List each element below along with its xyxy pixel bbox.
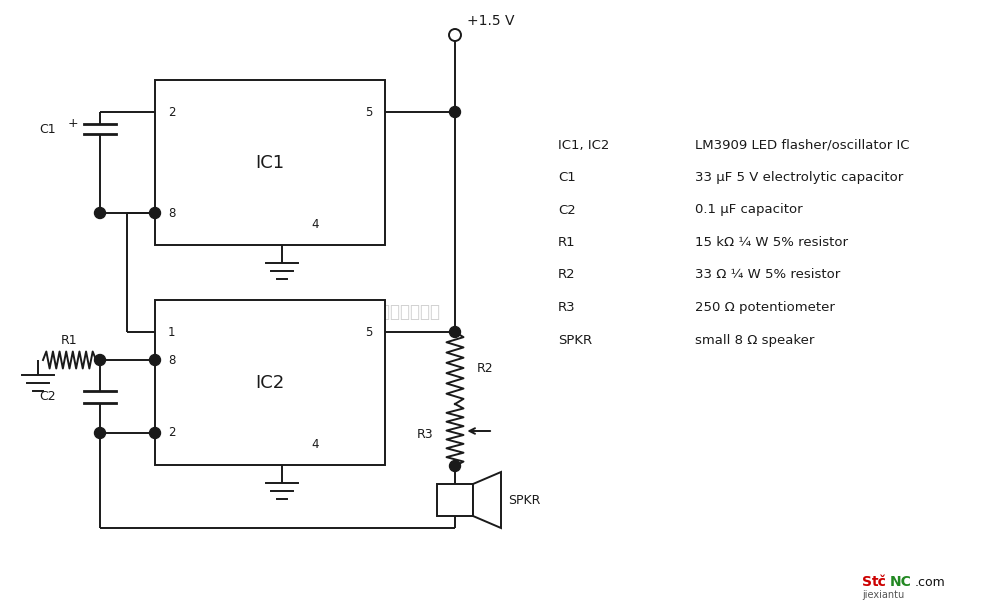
Text: 33 μF 5 V electrolytic capacitor: 33 μF 5 V electrolytic capacitor (694, 171, 903, 184)
Text: IC1: IC1 (255, 154, 284, 172)
Text: C1: C1 (558, 171, 575, 184)
Text: IC2: IC2 (255, 373, 284, 392)
Text: LM3909 LED flasher/oscillator IC: LM3909 LED flasher/oscillator IC (694, 139, 909, 151)
Text: 杭州将睽科技有限公司: 杭州将睽科技有限公司 (340, 303, 439, 321)
Text: 4: 4 (311, 438, 318, 451)
Text: R2: R2 (476, 361, 493, 374)
Text: 4: 4 (311, 218, 318, 231)
Text: tč: tč (872, 575, 886, 589)
Text: C2: C2 (558, 203, 575, 217)
Circle shape (449, 461, 460, 472)
Text: NC: NC (889, 575, 911, 589)
Text: R1: R1 (61, 334, 78, 346)
Circle shape (94, 427, 105, 439)
Text: .com: .com (914, 575, 945, 589)
Text: S: S (862, 575, 872, 589)
Text: small 8 Ω speaker: small 8 Ω speaker (694, 334, 813, 347)
Text: 5: 5 (364, 106, 372, 119)
Polygon shape (472, 472, 500, 528)
Text: 5: 5 (364, 325, 372, 338)
Circle shape (149, 427, 160, 439)
Text: 0.1 μF capacitor: 0.1 μF capacitor (694, 203, 801, 217)
Text: R3: R3 (416, 428, 432, 442)
Text: 33 Ω ¼ W 5% resistor: 33 Ω ¼ W 5% resistor (694, 269, 840, 281)
Text: R2: R2 (558, 269, 575, 281)
Text: 250 Ω potentiometer: 250 Ω potentiometer (694, 301, 834, 314)
Text: jiexiantu: jiexiantu (862, 590, 904, 600)
Circle shape (449, 107, 460, 118)
Bar (154, 80, 384, 245)
Text: SPKR: SPKR (558, 334, 592, 347)
Text: +1.5 V: +1.5 V (466, 14, 514, 28)
Text: 8: 8 (168, 353, 176, 367)
Circle shape (94, 208, 105, 218)
Text: 15 kΩ ¼ W 5% resistor: 15 kΩ ¼ W 5% resistor (694, 236, 848, 249)
Text: IC1, IC2: IC1, IC2 (558, 139, 609, 151)
Text: 2: 2 (168, 106, 176, 119)
Text: 8: 8 (168, 206, 176, 220)
Text: 1: 1 (168, 325, 176, 338)
Text: R3: R3 (558, 301, 575, 314)
Text: C2: C2 (40, 390, 56, 403)
Circle shape (149, 355, 160, 365)
Text: 2: 2 (168, 427, 176, 439)
Bar (154, 300, 384, 465)
Bar (436, 484, 472, 516)
Text: R1: R1 (558, 236, 575, 249)
Circle shape (94, 355, 105, 365)
Circle shape (149, 208, 160, 218)
Circle shape (449, 326, 460, 337)
Text: C1: C1 (40, 122, 56, 136)
Text: SPKR: SPKR (508, 493, 540, 506)
Text: +: + (67, 116, 78, 130)
